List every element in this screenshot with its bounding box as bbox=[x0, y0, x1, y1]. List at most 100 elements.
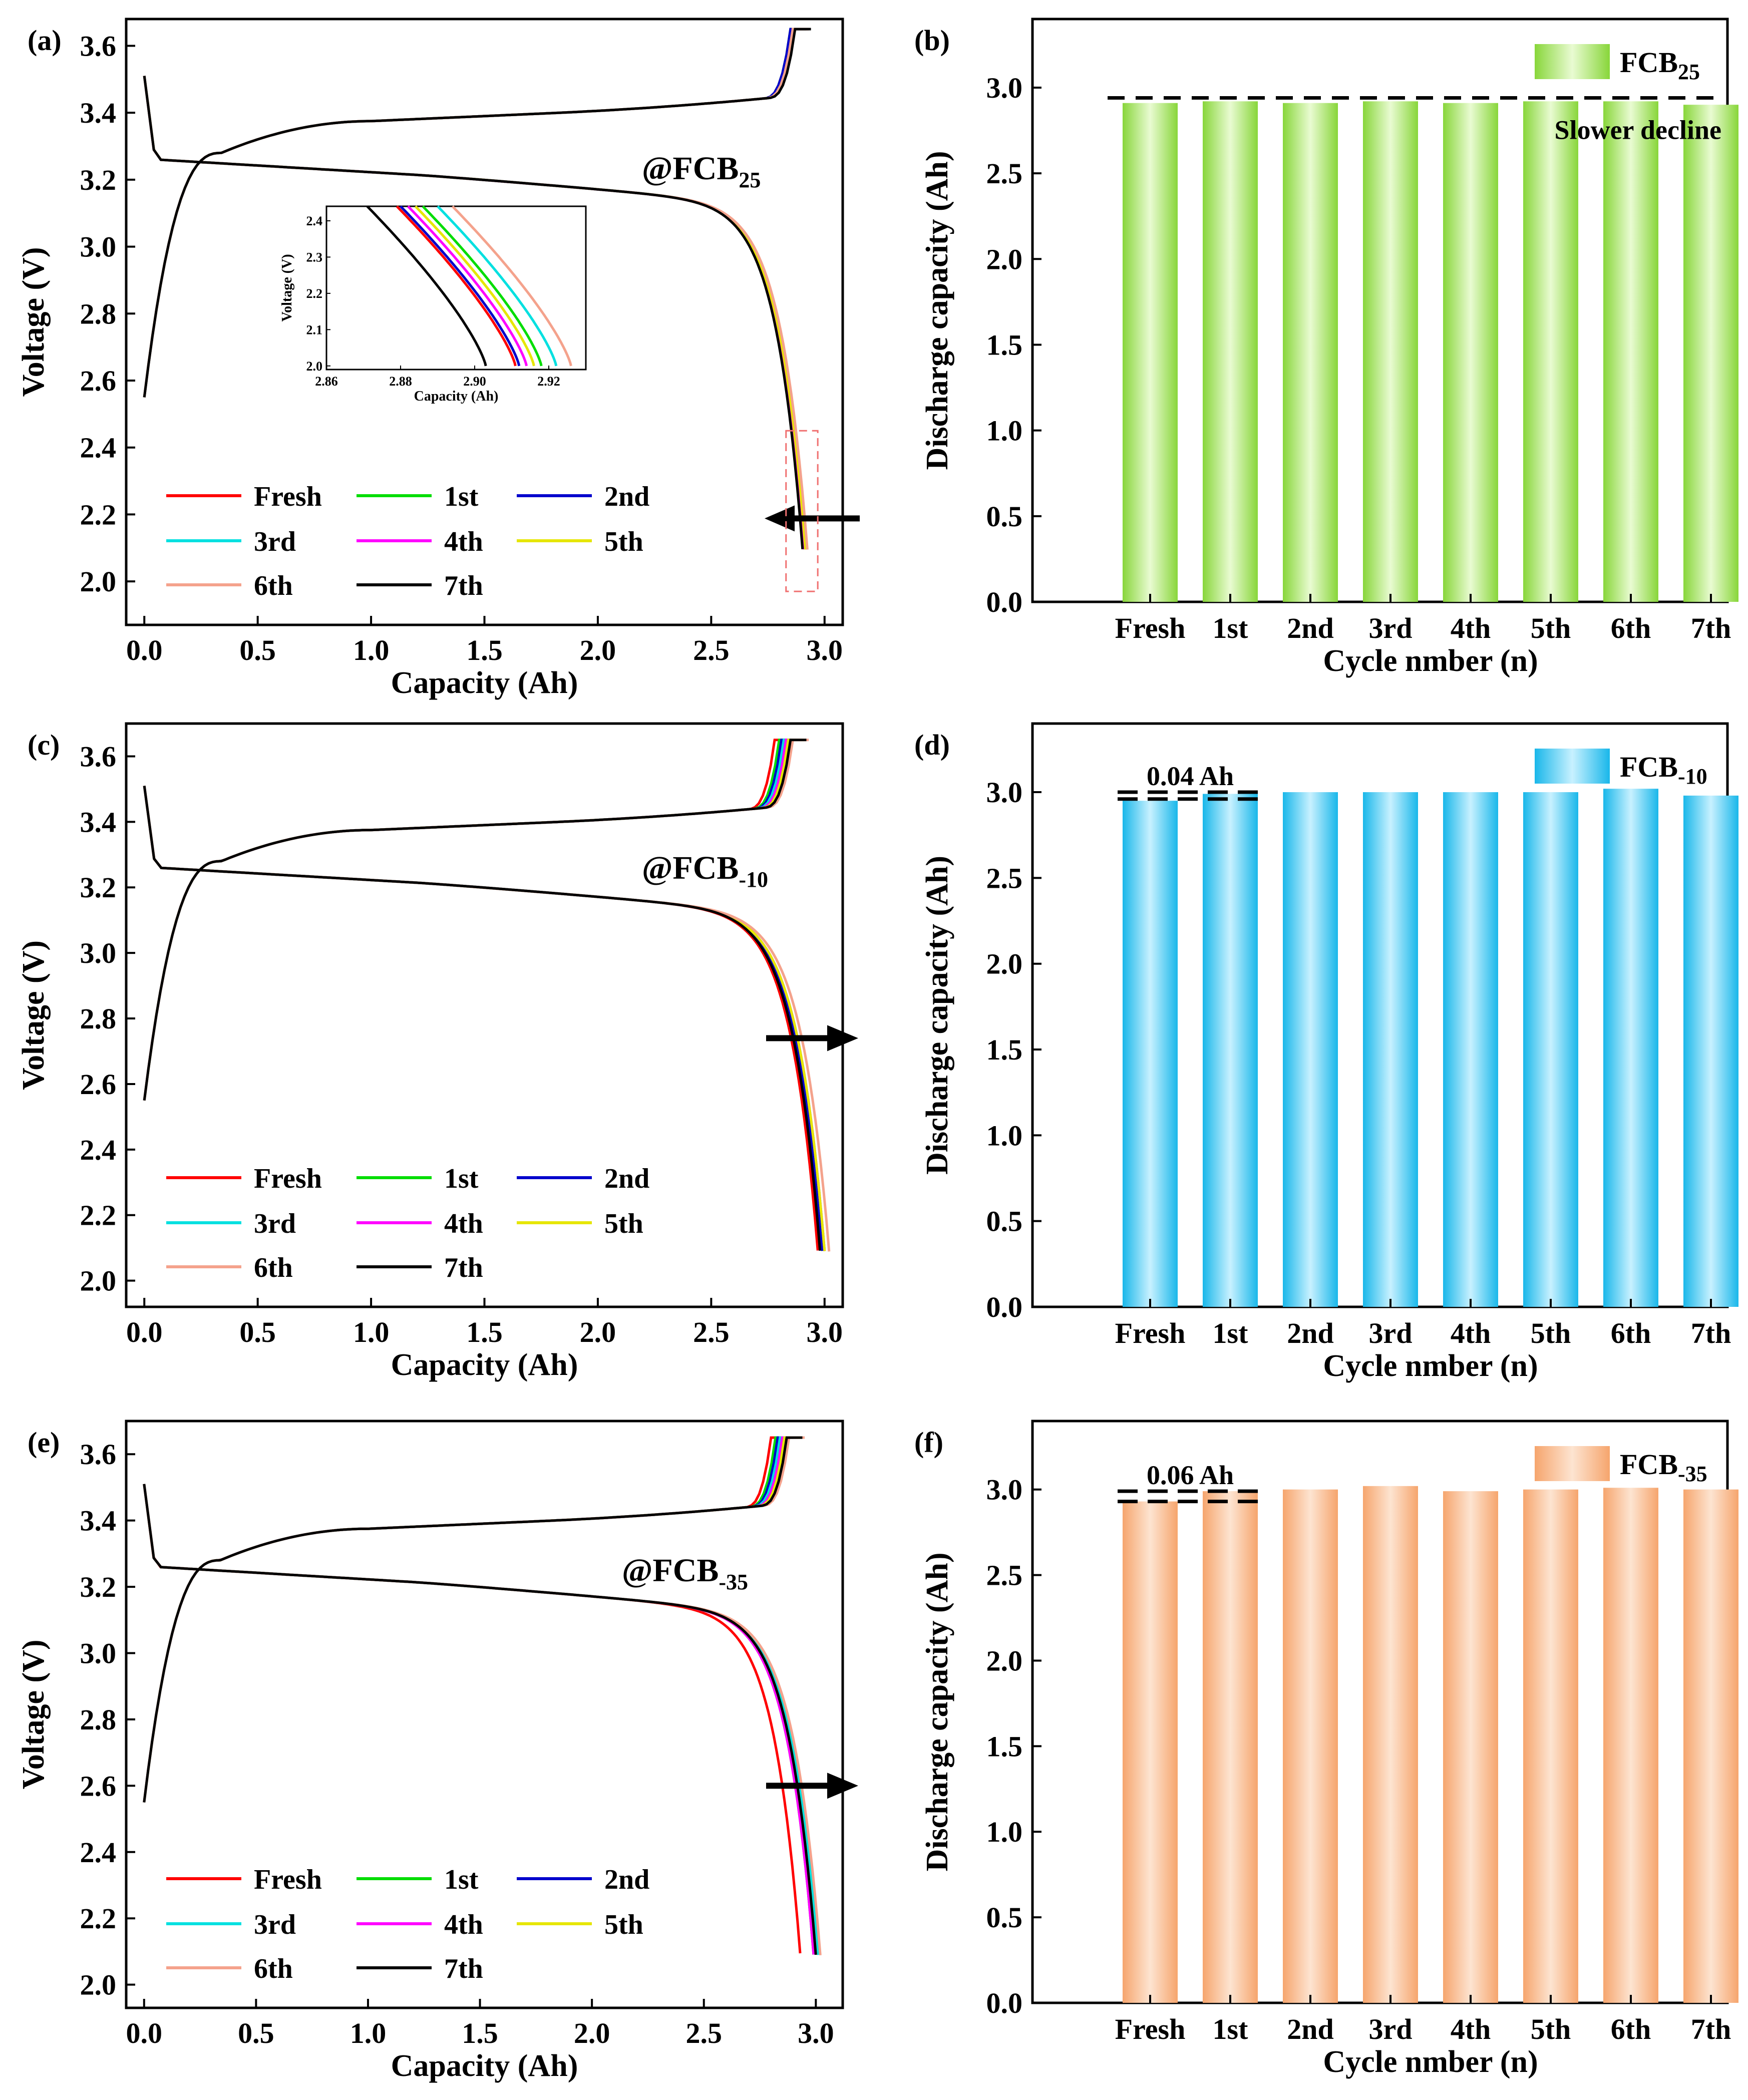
charge-curve-7th bbox=[143, 1436, 803, 1803]
inset-xtick-label: 2.88 bbox=[389, 374, 412, 389]
legend-label: 4th bbox=[444, 526, 483, 557]
panel-0-voltage-chart: 0.0 0.5 1.0 1.5 2.0 2.5 3.0 2.0 2.2 2.4 2.6 2.8 3.0 3… bbox=[17, 18, 860, 700]
category-label: 5th bbox=[1531, 612, 1571, 644]
plot-frame bbox=[125, 1420, 844, 2009]
voltage-ytick-label: 3.4 bbox=[80, 1505, 117, 1537]
category-label: 2nd bbox=[1287, 612, 1334, 644]
capacity-ytick-label: 1.5 bbox=[986, 328, 1023, 361]
charge-curve-7th bbox=[143, 739, 807, 1101]
panel-letter: (a) bbox=[28, 24, 62, 57]
xtick-label: 2.0 bbox=[580, 634, 616, 666]
legend-label: 5th bbox=[604, 526, 643, 557]
panel-3-bar-chart: Fresh 1st 2nd 3rd 4th 5th 6th 7th 0.0 0.5 1.0 1.5 2.… bbox=[914, 722, 1738, 1383]
category-label: 7th bbox=[1691, 2013, 1731, 2045]
panel-2-voltage-chart: 0.0 0.5 1.0 1.5 2.0 2.5 3.0 2.0 2.2 2.4 2.6 2.8 3.0 3… bbox=[17, 722, 858, 1382]
inset-chart: 2.86 2.88 2.90 2.92 2.0 2.1 2.2 2.3 2.4 Capacity … bbox=[279, 205, 587, 404]
category-label: 5th bbox=[1531, 1317, 1571, 1349]
capacity-ytick-label: 1.0 bbox=[986, 1816, 1023, 1848]
legend-label: 1st bbox=[444, 1864, 479, 1895]
panel-letter: (d) bbox=[914, 729, 950, 761]
bar-3rd bbox=[1363, 792, 1418, 1307]
discharge-curve-6th bbox=[143, 1484, 822, 1956]
bar-Fresh bbox=[1123, 801, 1178, 1307]
shift-arrow-head bbox=[827, 1773, 858, 1799]
panel-letter: (f) bbox=[914, 1426, 943, 1459]
discharge-curve-7th bbox=[143, 76, 804, 549]
category-label: 3rd bbox=[1369, 612, 1413, 644]
legend-label: 2nd bbox=[604, 1864, 649, 1895]
y-axis-title: Discharge capacity (Ah) bbox=[920, 1552, 954, 1871]
y-axis-title: Voltage (V) bbox=[17, 1639, 51, 1789]
capacity-ytick-label: 3.0 bbox=[986, 1474, 1023, 1506]
xtick-label: 1.0 bbox=[353, 1316, 390, 1348]
inset-curve-5th bbox=[414, 205, 535, 367]
category-label: 3rd bbox=[1369, 2013, 1413, 2045]
voltage-ytick-label: 2.2 bbox=[80, 498, 117, 531]
legend-label: 5th bbox=[604, 1909, 643, 1940]
voltage-ytick-label: 2.0 bbox=[80, 1265, 117, 1297]
bar-4th bbox=[1443, 792, 1498, 1307]
voltage-ytick-label: 3.4 bbox=[80, 806, 117, 838]
bar-5th bbox=[1523, 792, 1578, 1307]
inset-xtick-label: 2.90 bbox=[463, 374, 486, 389]
legend-label: Fresh bbox=[254, 481, 322, 512]
y-axis-title: Voltage (V) bbox=[17, 940, 51, 1090]
xtick-label: 1.5 bbox=[462, 2017, 498, 2049]
condition-label: @FCB25 bbox=[642, 150, 761, 192]
capacity-ytick-label: 3.0 bbox=[986, 776, 1023, 809]
xtick-label: 3.0 bbox=[807, 1316, 843, 1348]
legend-swatch bbox=[1535, 1446, 1610, 1481]
category-label: 4th bbox=[1451, 1317, 1491, 1349]
bar-4th bbox=[1443, 103, 1498, 602]
inset-curve-4th bbox=[407, 205, 528, 367]
inset-curve-6th bbox=[451, 205, 572, 367]
capacity-ytick-label: 0.0 bbox=[986, 1987, 1023, 2019]
xtick-label: 1.5 bbox=[466, 1316, 503, 1348]
panel-letter: (e) bbox=[28, 1426, 60, 1459]
xtick-label: 2.5 bbox=[685, 2017, 722, 2049]
charge-curve-6th bbox=[143, 1436, 805, 1803]
charge-curve-2nd bbox=[143, 739, 798, 1101]
y-axis-title: Discharge capacity (Ah) bbox=[920, 151, 954, 470]
xtick-label: 0.5 bbox=[239, 1316, 276, 1348]
inset-curve-3rd bbox=[437, 205, 558, 367]
xtick-label: 0.5 bbox=[239, 634, 276, 666]
xtick-label: 3.0 bbox=[798, 2017, 834, 2049]
charge-curve-Fresh bbox=[143, 739, 791, 1101]
bar-7th bbox=[1683, 1489, 1738, 2003]
voltage-ytick-label: 2.4 bbox=[80, 1836, 117, 1869]
x-axis-title: Cycle nmber (n) bbox=[1323, 2045, 1538, 2079]
capacity-ytick-label: 2.5 bbox=[986, 157, 1023, 190]
charge-curve-7th bbox=[143, 28, 811, 398]
voltage-ytick-label: 2.8 bbox=[80, 297, 117, 330]
capacity-gap-label: 0.04 Ah bbox=[1147, 761, 1234, 791]
x-axis-title: Capacity (Ah) bbox=[391, 666, 578, 700]
legend-label: 1st bbox=[444, 481, 479, 512]
inset-ytick-label: 2.3 bbox=[306, 250, 323, 264]
inset-ytick-label: 2.2 bbox=[306, 286, 323, 301]
inset-xtick-label: 2.92 bbox=[537, 374, 560, 389]
xtick-label: 1.5 bbox=[466, 634, 503, 666]
voltage-ytick-label: 3.2 bbox=[80, 871, 117, 904]
inset-curve-7th bbox=[366, 205, 487, 367]
capacity-ytick-label: 0.5 bbox=[986, 1205, 1023, 1238]
voltage-ytick-label: 3.6 bbox=[80, 1438, 117, 1471]
voltage-ytick-label: 3.0 bbox=[80, 1637, 117, 1670]
capacity-ytick-label: 2.0 bbox=[986, 1644, 1023, 1677]
legend-label: 3rd bbox=[254, 1909, 296, 1940]
voltage-ytick-label: 2.2 bbox=[80, 1199, 117, 1232]
discharge-curve-7th bbox=[143, 1484, 817, 1955]
legend-label: FCB-10 bbox=[1620, 751, 1707, 789]
bar-1st bbox=[1203, 101, 1258, 602]
xtick-label: 2.5 bbox=[693, 1316, 730, 1348]
inset-ytick-label: 2.4 bbox=[306, 214, 323, 228]
inset-ytick-label: 2.0 bbox=[306, 359, 323, 374]
xtick-label: 2.0 bbox=[580, 1316, 616, 1348]
inset-x-title: Capacity (Ah) bbox=[414, 389, 499, 404]
inset-y-title: Voltage (V) bbox=[279, 254, 295, 321]
voltage-ytick-label: 3.2 bbox=[80, 164, 117, 196]
inset-ytick-label: 2.1 bbox=[306, 322, 323, 337]
category-label: 6th bbox=[1611, 612, 1651, 644]
bar-Fresh bbox=[1123, 103, 1178, 602]
legend-label: 2nd bbox=[604, 481, 649, 512]
